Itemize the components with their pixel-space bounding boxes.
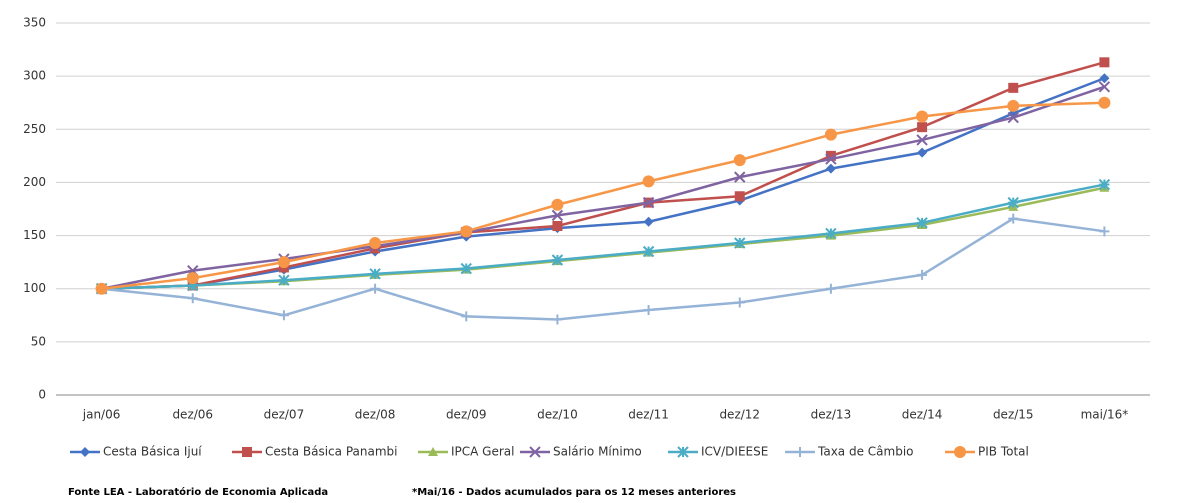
series-line <box>101 183 1105 290</box>
data-point <box>552 314 563 325</box>
y-tick-label: 250 <box>23 122 46 136</box>
x-tick-label: dez/14 <box>902 408 943 422</box>
data-point <box>460 225 473 238</box>
data-point <box>734 297 745 308</box>
y-tick-label: 150 <box>23 228 46 242</box>
y-tick-label: 200 <box>23 175 46 189</box>
data-point <box>186 272 199 285</box>
data-point <box>825 153 837 165</box>
series-line <box>101 77 1105 290</box>
data-point <box>1007 111 1019 124</box>
legend-marker <box>242 447 252 457</box>
data-point <box>734 191 745 202</box>
x-tick-label: dez/06 <box>172 408 213 422</box>
x-tick-label: jan/06 <box>82 408 121 422</box>
data-point <box>187 293 198 304</box>
legend-label: ICV/DIEESE <box>701 445 768 459</box>
legend-marker <box>795 447 805 457</box>
data-point <box>95 282 108 295</box>
data-point <box>1099 57 1110 68</box>
y-tick-label: 50 <box>31 334 46 348</box>
series-line <box>101 85 1105 290</box>
legend-marker <box>677 446 689 458</box>
data-point <box>1098 81 1111 93</box>
data-point <box>1007 99 1020 112</box>
data-point <box>642 245 655 258</box>
y-tick-label: 300 <box>23 69 46 83</box>
legend-label: Cesta Básica Panambi <box>265 445 397 459</box>
data-point <box>370 283 381 294</box>
data-point <box>917 269 928 280</box>
data-point <box>1008 213 1019 224</box>
legend-label: Salário Mínimo <box>553 445 642 459</box>
data-point <box>551 209 564 222</box>
data-point <box>642 196 655 209</box>
legend-marker <box>529 446 541 458</box>
data-point <box>643 216 654 227</box>
x-tick-label: dez/09 <box>446 408 487 422</box>
y-tick-label: 350 <box>23 16 46 30</box>
data-point <box>369 237 382 250</box>
data-point <box>733 154 746 167</box>
data-point <box>734 237 746 249</box>
y-tick-label: 100 <box>23 281 46 295</box>
data-point <box>916 217 928 229</box>
data-point <box>461 311 472 322</box>
data-point <box>460 262 472 275</box>
series-line <box>101 217 1105 321</box>
data-point <box>187 279 199 292</box>
y-tick-label: 0 <box>38 388 46 402</box>
data-point <box>917 147 928 158</box>
note: *Mai/16 - Dados acumulados para os 12 me… <box>412 487 736 498</box>
data-point <box>825 227 837 240</box>
data-point <box>551 198 564 211</box>
data-point <box>1098 96 1111 109</box>
data-point <box>734 171 746 183</box>
legend-marker <box>428 447 438 456</box>
x-tick-label: dez/11 <box>628 408 669 422</box>
x-tick-label: mai/16* <box>1081 408 1129 422</box>
data-point <box>917 122 928 133</box>
data-point <box>1008 82 1019 93</box>
series-line <box>101 101 1105 290</box>
x-tick-label: dez/13 <box>811 408 852 422</box>
data-point <box>642 175 655 188</box>
source: Fonte LEA - Laboratório de Economia Apli… <box>68 486 328 498</box>
data-point <box>1098 178 1111 191</box>
data-point <box>1099 73 1110 84</box>
legend-label: IPCA Geral <box>451 445 514 459</box>
x-tick-label: dez/10 <box>537 408 578 422</box>
legend-label: Taxa de Câmbio <box>817 445 914 459</box>
data-point <box>916 134 928 146</box>
legend-marker <box>80 447 90 457</box>
data-point <box>1099 226 1110 237</box>
data-point <box>916 110 929 123</box>
x-tick-label: dez/15 <box>993 408 1034 422</box>
data-point <box>825 150 836 161</box>
data-point <box>369 268 381 280</box>
data-point <box>278 274 290 286</box>
legend-label: Cesta Básica Ijuí <box>103 445 202 459</box>
x-tick-label: dez/08 <box>355 408 396 422</box>
data-point <box>824 128 837 141</box>
legend-marker <box>954 446 966 458</box>
data-point <box>552 221 563 232</box>
data-point <box>278 310 289 321</box>
data-point <box>277 256 290 269</box>
series-line <box>101 61 1105 290</box>
legend-label: PIB Total <box>978 445 1029 459</box>
x-tick-label: dez/12 <box>719 408 760 422</box>
data-point <box>643 304 654 315</box>
data-point <box>551 254 564 266</box>
data-point <box>825 283 836 294</box>
data-point <box>825 163 836 174</box>
x-tick-label: dez/07 <box>264 408 305 422</box>
data-point <box>1007 196 1019 209</box>
